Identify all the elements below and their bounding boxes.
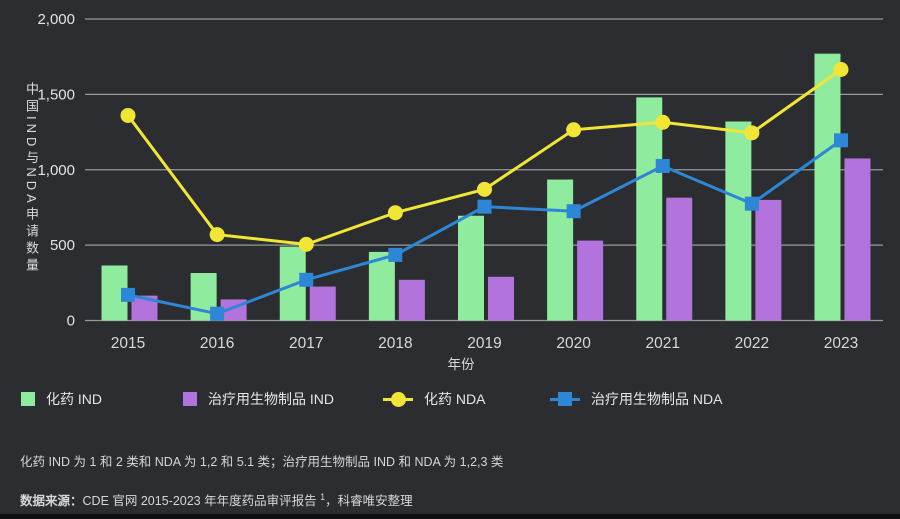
point-bio-nda-2018 bbox=[388, 247, 403, 262]
x-tick-label-2021: 2021 bbox=[646, 335, 680, 352]
legend-label: 化药 IND bbox=[46, 391, 102, 407]
bar-chem-ind-2020 bbox=[547, 179, 574, 321]
y-axis-title: 中国IND与NDA申请数量 bbox=[24, 82, 39, 275]
bar-bio-ind-2019 bbox=[488, 276, 514, 321]
legend-label: 治疗用生物制品 IND bbox=[208, 391, 334, 407]
purple-square-swatch-icon bbox=[183, 392, 197, 406]
x-tick-label-2016: 2016 bbox=[200, 335, 234, 352]
bar-bio-ind-2022 bbox=[755, 199, 782, 321]
x-tick-label-2023: 2023 bbox=[824, 335, 858, 352]
bar-bio-ind-2020 bbox=[577, 240, 604, 321]
source-superscript: 1 bbox=[320, 491, 326, 502]
y-tick-label-1500: 1,500 bbox=[37, 86, 75, 103]
point-bio-nda-2021 bbox=[655, 158, 670, 173]
x-tick-label-2020: 2020 bbox=[556, 335, 591, 352]
legend: 化药 IND 治疗用生物制品 IND 化药 NDA 治疗用生物制品 NDA bbox=[0, 388, 900, 414]
y-tick-label-2000: 2,000 bbox=[37, 11, 75, 28]
source-suffix: ，科睿唯安整理 bbox=[325, 494, 413, 508]
legend-item-bio-ind: 治疗用生物制品 IND bbox=[183, 388, 334, 410]
bar-bio-ind-2021 bbox=[666, 197, 693, 321]
point-chem-nda-2021 bbox=[655, 114, 671, 130]
point-chem-nda-2018 bbox=[387, 205, 403, 221]
yellow-line-circle-marker-icon bbox=[383, 391, 413, 407]
y-tick-label-0: 0 bbox=[67, 313, 75, 330]
source-label: 数据来源： bbox=[20, 494, 83, 508]
green-square-swatch-icon bbox=[21, 392, 35, 406]
bar-chem-ind-2019 bbox=[458, 215, 484, 321]
x-axis-title: 年份 bbox=[448, 357, 475, 372]
chart-area: 0 500 1,000 1,500 2,000 2015 2016 2017 2018 2019 2… bbox=[24, 11, 883, 372]
legend-item-chem-ind: 化药 IND bbox=[21, 388, 102, 410]
point-bio-nda-2023 bbox=[834, 133, 848, 148]
point-bio-nda-2015 bbox=[121, 287, 135, 302]
x-tick-label-2018: 2018 bbox=[378, 335, 412, 352]
footnote-classification: 化药 IND 为 1 和 2 类和 NDA 为 1,2 和 5.1 类；治疗用生… bbox=[20, 455, 504, 469]
point-chem-nda-2016 bbox=[209, 227, 225, 243]
bar-bio-ind-2018 bbox=[398, 279, 425, 321]
legend-label: 治疗用生物制品 NDA bbox=[591, 391, 723, 407]
x-tick-label-2022: 2022 bbox=[735, 335, 769, 352]
x-tick-label-2019: 2019 bbox=[467, 335, 501, 352]
legend-item-bio-nda: 治疗用生物制品 NDA bbox=[550, 388, 722, 410]
bar-chem-ind-2022 bbox=[725, 121, 752, 321]
point-bio-nda-2017 bbox=[299, 272, 314, 287]
point-chem-nda-2022 bbox=[744, 125, 760, 141]
bar-bio-ind-2017 bbox=[309, 286, 336, 321]
blue-line-square-marker-icon bbox=[550, 391, 580, 407]
y-tick-label-500: 500 bbox=[50, 237, 75, 254]
legend-item-chem-nda: 化药 NDA bbox=[383, 388, 485, 410]
point-chem-nda-2023 bbox=[833, 62, 849, 78]
point-bio-nda-2019 bbox=[477, 199, 492, 214]
bar-chem-ind-2021 bbox=[636, 97, 663, 321]
legend-label: 化药 NDA bbox=[424, 391, 486, 407]
bar-bio-ind-2023 bbox=[844, 158, 871, 321]
point-chem-nda-2015 bbox=[120, 107, 136, 123]
y-tick-label-1000: 1,000 bbox=[37, 162, 75, 179]
point-bio-nda-2020 bbox=[566, 204, 581, 219]
point-bio-nda-2016 bbox=[210, 306, 225, 321]
x-tick-label-2015: 2015 bbox=[111, 335, 145, 352]
chart-svg: 0 500 1,000 1,500 2,000 2015 2016 2017 2018 2019 2… bbox=[37, 11, 883, 372]
x-tick-label-2017: 2017 bbox=[289, 335, 323, 352]
point-chem-nda-2020 bbox=[566, 122, 582, 138]
source-text: CDE 官网 2015-2023 年年度药品审评报告 bbox=[82, 494, 317, 508]
point-bio-nda-2022 bbox=[744, 196, 759, 211]
point-chem-nda-2017 bbox=[298, 236, 314, 252]
bottom-strip bbox=[0, 514, 900, 519]
bar-chem-ind-2023 bbox=[814, 53, 841, 321]
bar-chem-ind-2018 bbox=[368, 251, 395, 321]
footnote-source: 数据来源：CDE 官网 2015-2023 年年度药品审评报告 1，科睿唯安整理 bbox=[20, 490, 413, 509]
point-chem-nda-2019 bbox=[477, 181, 492, 197]
